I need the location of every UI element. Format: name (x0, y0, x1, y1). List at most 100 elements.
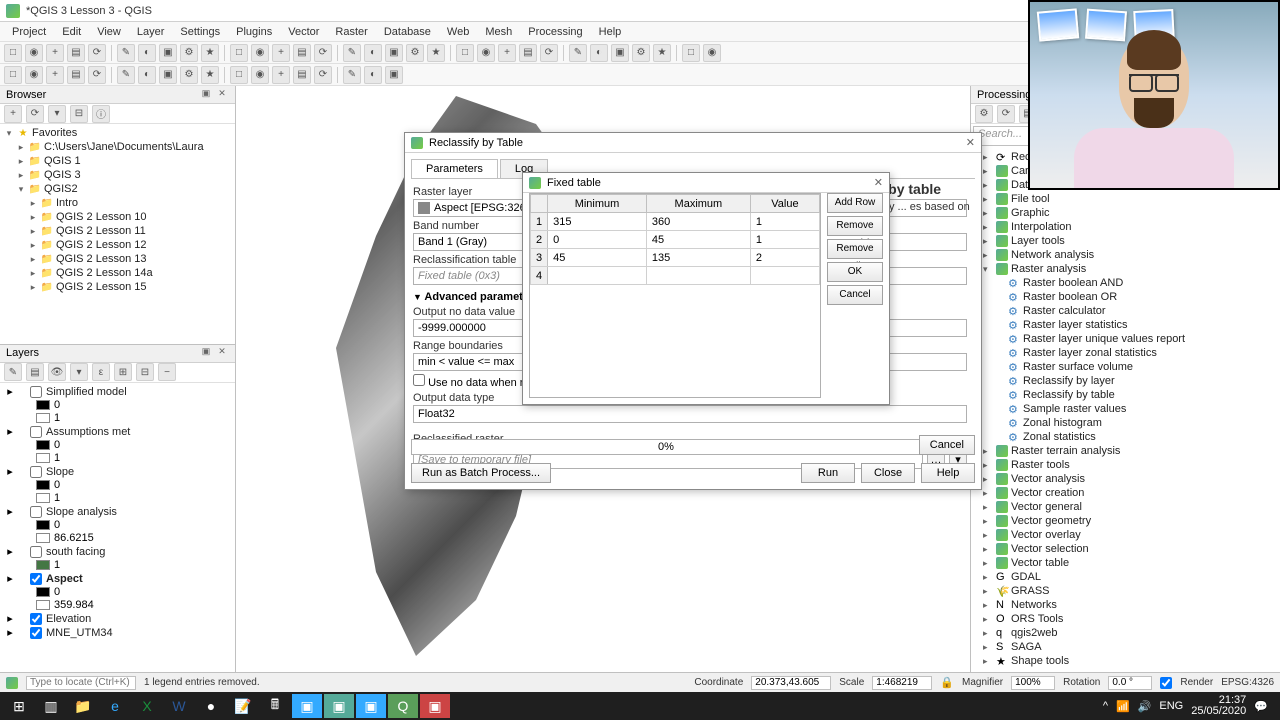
toolbar-button[interactable]: ★ (653, 44, 671, 62)
menu-view[interactable]: View (89, 24, 129, 40)
toolbar-button[interactable]: ▣ (159, 66, 177, 84)
remove-all-button[interactable]: Remove All (827, 239, 883, 259)
output-type-select[interactable]: Float32 (413, 405, 967, 423)
layer-visibility-checkbox[interactable] (30, 426, 42, 438)
toolbox-item[interactable]: ▸Layer tools (973, 234, 1278, 248)
layer-item[interactable]: ▸Assumptions met (2, 425, 233, 439)
layer-item[interactable]: ▸Slope analysis (2, 505, 233, 519)
start-button[interactable]: ⊞ (4, 694, 34, 718)
task-view-icon[interactable]: ▥ (36, 694, 66, 718)
filter-icon[interactable]: ▾ (70, 363, 88, 381)
layer-visibility-checkbox[interactable] (30, 386, 42, 398)
menu-vector[interactable]: Vector (280, 24, 327, 40)
toolbox-item[interactable]: ⚙Reclassify by layer (973, 374, 1278, 388)
toolbox-item[interactable]: ▸Network analysis (973, 248, 1278, 262)
filter-icon[interactable]: ▾ (48, 105, 66, 123)
toolbar-button[interactable]: ✎ (343, 66, 361, 84)
toolbar-button[interactable]: ◉ (477, 44, 495, 62)
layer-item[interactable]: ▸MNE_UTM34 (2, 626, 233, 640)
browser-item[interactable]: ▸📁QGIS 2 Lesson 13 (2, 252, 233, 266)
toolbox-item[interactable]: ▸Vector general (973, 500, 1278, 514)
refresh-icon[interactable]: ⟳ (26, 105, 44, 123)
calc-icon[interactable]: 🖩 (260, 694, 290, 718)
toolbar-button[interactable]: + (498, 44, 516, 62)
toolbar-button[interactable]: □ (682, 44, 700, 62)
word-icon[interactable]: W (164, 694, 194, 718)
table-row[interactable]: 13153601 (531, 213, 820, 231)
menu-project[interactable]: Project (4, 24, 54, 40)
toolbox-item[interactable]: ⚙Raster surface volume (973, 360, 1278, 374)
layer-visibility-checkbox[interactable] (30, 627, 42, 639)
browser-tree[interactable]: ▾★Favorites▸📁C:\Users\Jane\Documents\Lau… (0, 124, 235, 344)
menu-processing[interactable]: Processing (520, 24, 590, 40)
notification-icon[interactable]: 💬 (1254, 700, 1268, 713)
menu-help[interactable]: Help (591, 24, 630, 40)
panel-close-icon[interactable]: ✕ (215, 88, 229, 102)
toolbar-button[interactable]: □ (230, 44, 248, 62)
toolbox-item[interactable]: ▸Vector selection (973, 542, 1278, 556)
app-icon[interactable]: ▣ (324, 694, 354, 718)
rotation-input[interactable] (1108, 676, 1152, 690)
table-row[interactable]: 3451352 (531, 249, 820, 267)
menu-plugins[interactable]: Plugins (228, 24, 280, 40)
toolbar-button[interactable]: ▣ (385, 44, 403, 62)
help-button[interactable]: Help (921, 463, 975, 483)
layer-visibility-checkbox[interactable] (30, 506, 42, 518)
toolbar-button[interactable]: ▣ (159, 44, 177, 62)
toolbar-button[interactable]: ⟳ (88, 66, 106, 84)
remove-row-button[interactable]: Remove Row(s) (827, 216, 883, 236)
use-nodata-checkbox[interactable] (413, 374, 425, 386)
toolbar-button[interactable]: ▤ (293, 66, 311, 84)
browser-item[interactable]: ▾★Favorites (2, 126, 233, 140)
lang-indicator[interactable]: ENG (1159, 700, 1183, 712)
toolbox-item[interactable]: ⚙Raster boolean AND (973, 276, 1278, 290)
add-layer-icon[interactable]: + (4, 105, 22, 123)
layer-item[interactable]: ▸south facing (2, 545, 233, 559)
run-batch-button[interactable]: Run as Batch Process... (411, 463, 551, 483)
toolbar-button[interactable]: ⚙ (180, 44, 198, 62)
cancel-button[interactable]: Cancel (827, 285, 883, 305)
browser-item[interactable]: ▸📁QGIS 2 Lesson 12 (2, 238, 233, 252)
toolbar-button[interactable]: □ (4, 44, 22, 62)
toolbox-item[interactable]: ⚙Raster calculator (973, 304, 1278, 318)
toolbox-item[interactable]: ▸🌾GRASS (973, 584, 1278, 598)
toolbar-button[interactable]: ◐ (364, 66, 382, 84)
toolbox-item[interactable]: ▸OORS Tools (973, 612, 1278, 626)
edge-icon[interactable]: e (100, 694, 130, 718)
magnifier-input[interactable] (1011, 676, 1055, 690)
menu-layer[interactable]: Layer (129, 24, 173, 40)
close-button[interactable]: Close (861, 463, 915, 483)
properties-icon[interactable]: ⓘ (92, 105, 110, 123)
add-group-icon[interactable]: ▤ (26, 363, 44, 381)
menu-mesh[interactable]: Mesh (477, 24, 520, 40)
toolbox-item[interactable]: ▸Vector creation (973, 486, 1278, 500)
tray-up-icon[interactable]: ^ (1103, 700, 1108, 712)
toolbar-button[interactable]: ◐ (138, 66, 156, 84)
toolbox-item[interactable]: ▸NNetworks (973, 598, 1278, 612)
model-icon[interactable]: ⚙ (975, 105, 993, 123)
menu-edit[interactable]: Edit (54, 24, 89, 40)
dialog-close-icon[interactable]: ✕ (966, 136, 975, 149)
toolbox-item[interactable]: ⚙Raster layer zonal statistics (973, 346, 1278, 360)
toolbar-button[interactable]: ★ (427, 44, 445, 62)
toolbox-item[interactable]: ⚙Raster layer unique values report (973, 332, 1278, 346)
style-icon[interactable]: ✎ (4, 363, 22, 381)
layer-item[interactable]: ▸Slope (2, 465, 233, 479)
toolbox-tree[interactable]: ▸⟳Recently▸Cartogr▸Databas▸File tool▸Gra… (971, 148, 1280, 672)
toolbox-item[interactable]: ▸Vector geometry (973, 514, 1278, 528)
toolbar-button[interactable]: ⚙ (406, 44, 424, 62)
toolbar-button[interactable]: ◉ (703, 44, 721, 62)
toolbar-button[interactable]: ⚙ (180, 66, 198, 84)
layer-visibility-checkbox[interactable] (30, 573, 42, 585)
lock-icon[interactable]: 🔒 (940, 676, 954, 689)
toolbar-button[interactable]: ◉ (251, 66, 269, 84)
coord-input[interactable] (751, 676, 831, 690)
browser-item[interactable]: ▸📁QGIS 2 Lesson 10 (2, 210, 233, 224)
toolbar-button[interactable]: ▤ (293, 44, 311, 62)
excel-icon[interactable]: X (132, 694, 162, 718)
toolbox-item[interactable]: ⚙Reclassify by table (973, 388, 1278, 402)
toolbar-button[interactable]: + (46, 44, 64, 62)
toolbox-item[interactable]: ▸Vector analysis (973, 472, 1278, 486)
toolbar-button[interactable]: ✎ (569, 44, 587, 62)
app-icon[interactable]: ▣ (420, 694, 450, 718)
